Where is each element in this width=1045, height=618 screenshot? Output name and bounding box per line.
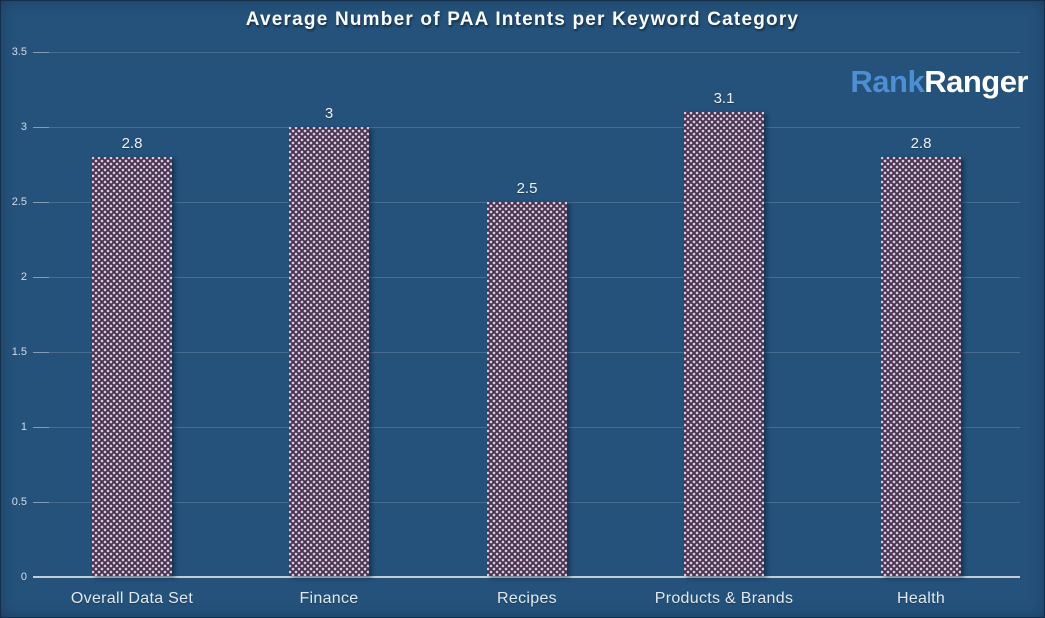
bar-recipes bbox=[487, 202, 567, 576]
logo-text-rank: Rank bbox=[850, 64, 925, 99]
y-axis-tick bbox=[33, 52, 49, 53]
bar-value-label: 2.8 bbox=[910, 135, 932, 152]
chart-title: Average Number of PAA Intents per Keywor… bbox=[245, 9, 800, 30]
bar-products-brands bbox=[684, 112, 764, 576]
y-axis-tick-label: 2 bbox=[20, 271, 27, 283]
bar-value-label: 3 bbox=[324, 105, 334, 122]
y-axis-tick bbox=[33, 502, 49, 503]
rankranger-logo: RankRanger bbox=[850, 64, 1028, 100]
gridline bbox=[33, 52, 1020, 53]
bar-value-label: 3.1 bbox=[713, 90, 735, 107]
bar-health bbox=[881, 157, 961, 576]
y-axis-tick-label: 3 bbox=[20, 121, 27, 133]
y-axis-tick bbox=[33, 352, 49, 353]
y-axis-tick-label: 0.5 bbox=[11, 496, 27, 508]
bar-value-label: 2.8 bbox=[121, 135, 143, 152]
x-axis-category-label: Finance bbox=[299, 590, 359, 607]
y-axis-tick-label: 2.5 bbox=[11, 196, 27, 208]
x-axis-category-label: Products & Brands bbox=[654, 590, 794, 607]
gridline bbox=[33, 127, 1020, 128]
x-axis-category-label: Health bbox=[896, 590, 946, 607]
y-axis-tick bbox=[33, 127, 49, 128]
y-axis-tick-label: 1 bbox=[20, 421, 27, 433]
y-axis-tick-label: 1.5 bbox=[11, 346, 27, 358]
x-axis-line bbox=[33, 576, 1020, 578]
y-axis-tick bbox=[33, 427, 49, 428]
y-axis-tick bbox=[33, 277, 49, 278]
logo-text-ranger: Ranger bbox=[924, 64, 1028, 99]
y-axis-tick bbox=[33, 202, 49, 203]
x-axis-category-label: Recipes bbox=[497, 590, 557, 607]
bar-value-label: 2.5 bbox=[516, 180, 538, 197]
y-axis-tick-label: 0 bbox=[20, 571, 27, 583]
x-axis-category-label: Overall Data Set bbox=[70, 590, 194, 607]
bar-finance bbox=[289, 127, 369, 576]
y-axis-tick-label: 3.5 bbox=[11, 46, 27, 58]
bar-overall-data-set bbox=[92, 157, 172, 576]
